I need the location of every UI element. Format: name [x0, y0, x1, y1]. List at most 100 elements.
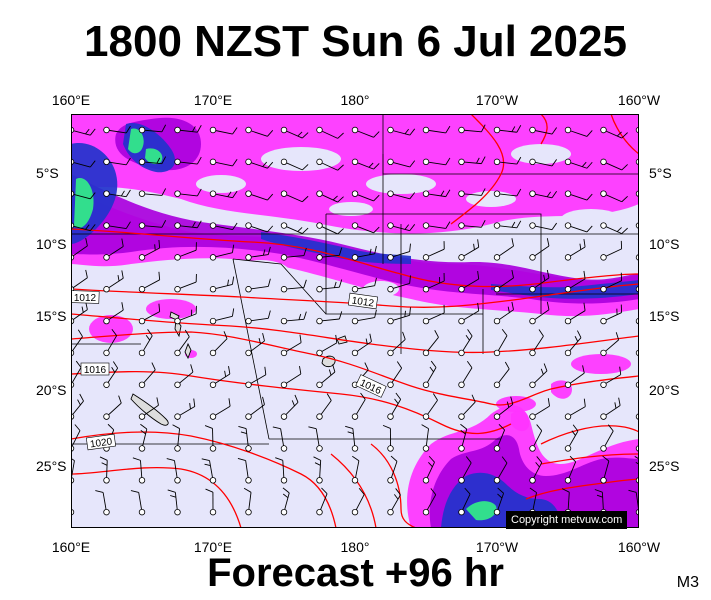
- wind-barb: [351, 277, 377, 293]
- wind-barb: [174, 305, 197, 325]
- wind-barb: [99, 456, 110, 484]
- wind-barb: [95, 490, 110, 516]
- wind-barb: [245, 190, 274, 201]
- wind-barb: [167, 489, 181, 516]
- isobar-label-text: 1020: [89, 436, 113, 450]
- wind-barb: [174, 156, 202, 166]
- wind-barb: [174, 329, 190, 357]
- wind-barb: [351, 126, 380, 138]
- wind-barb: [132, 457, 146, 484]
- forecast-label: Forecast +96 hr: [207, 551, 504, 595]
- wind-barb: [280, 247, 307, 261]
- wind-barb: [387, 275, 411, 293]
- wind-barb: [237, 458, 252, 484]
- wind-barb: [138, 239, 161, 261]
- wind-barb: [600, 455, 610, 484]
- wind-barb: [493, 156, 522, 166]
- wind-barb: [493, 396, 514, 420]
- wind-barb: [564, 398, 586, 420]
- wind-barb: [138, 362, 156, 388]
- wind-barb: [529, 424, 543, 452]
- wind-barb: [209, 366, 231, 388]
- wind-barb: [564, 222, 593, 233]
- lon-label-180-top: 180°: [340, 92, 370, 108]
- wind-barb: [421, 424, 430, 452]
- wind-barb: [280, 394, 299, 420]
- wind-barb: [351, 222, 380, 234]
- wind-barb: [351, 487, 365, 516]
- wind-barb: [138, 397, 159, 420]
- wind-barb: [351, 190, 380, 202]
- wind-barb: [493, 487, 505, 516]
- wind-barb: [138, 124, 167, 134]
- wind-barb: [174, 125, 202, 134]
- wind-barb: [493, 270, 514, 293]
- wind-barb: [316, 487, 328, 516]
- wind-barb: [493, 361, 510, 388]
- wind-barb: [422, 330, 439, 357]
- wind-barb: [564, 424, 579, 452]
- wind-barb: [275, 457, 288, 484]
- wind-barb: [138, 156, 167, 166]
- wind-barb: [316, 158, 344, 171]
- isobar-label: 1012: [347, 292, 379, 310]
- wind-barb: [422, 393, 438, 420]
- lon-label-160e-bottom: 160°E: [51, 539, 91, 555]
- wind-barb: [272, 426, 288, 452]
- wind-barb: [600, 158, 628, 171]
- wind-barb: [493, 125, 522, 134]
- map-title: 1800 NZST Sun 6 Jul 2025: [84, 17, 627, 66]
- wind-barb: [564, 330, 582, 357]
- wind-barb: [138, 271, 161, 293]
- wind-barb: [493, 238, 514, 261]
- wind-barb: [493, 188, 522, 197]
- wind-barb: [600, 126, 628, 139]
- wind-barb: [422, 304, 445, 325]
- wind-barbs: [71, 124, 639, 516]
- wind-barb: [493, 301, 514, 325]
- wind-barb: [280, 334, 302, 357]
- map-frame: [71, 114, 639, 528]
- wind-barb: [209, 276, 235, 293]
- wind-barb: [422, 125, 451, 134]
- wind-barb: [493, 423, 506, 452]
- wind-barb: [316, 364, 336, 388]
- wind-barb: [600, 304, 623, 325]
- lat-label-5s-left: 5°S: [36, 165, 59, 181]
- wind-barb: [138, 303, 161, 325]
- wind-barb: [316, 190, 344, 203]
- wind-barb: [103, 238, 124, 261]
- wind-barb: [564, 302, 586, 325]
- wind-barb: [387, 126, 416, 136]
- wind-barb: [130, 490, 146, 516]
- wind-barb: [458, 456, 472, 484]
- wind-barb: [600, 397, 621, 420]
- wind-barb: [209, 158, 238, 167]
- lat-label-20s-left: 20°S: [36, 382, 67, 398]
- wind-barb: [387, 307, 411, 325]
- wind-barb: [493, 220, 522, 229]
- wind-barb: [103, 270, 124, 293]
- wind-barb: [387, 190, 416, 200]
- wind-barb: [387, 243, 411, 261]
- wind-barb: [316, 393, 332, 420]
- dry-patches: [196, 144, 621, 297]
- wind-barb: [387, 222, 416, 232]
- wind-barb: [458, 124, 486, 134]
- wind-barb: [245, 396, 265, 420]
- wind-barb: [209, 126, 238, 135]
- wind-barb: [387, 392, 402, 420]
- wind-barb: [600, 424, 614, 452]
- wind-barb: [209, 190, 238, 199]
- wind-barb: [280, 279, 307, 293]
- wind-barb: [458, 487, 471, 516]
- wind-barb: [600, 240, 623, 261]
- wind-barb: [313, 456, 323, 484]
- wind-barb: [166, 458, 181, 484]
- wind-barb: [387, 331, 406, 357]
- wind-barb: [529, 238, 550, 261]
- wind-barb: [458, 394, 476, 420]
- wind-barb: [387, 361, 403, 388]
- lon-label-160w-bottom: 160°W: [617, 539, 661, 555]
- wind-barb: [103, 125, 131, 134]
